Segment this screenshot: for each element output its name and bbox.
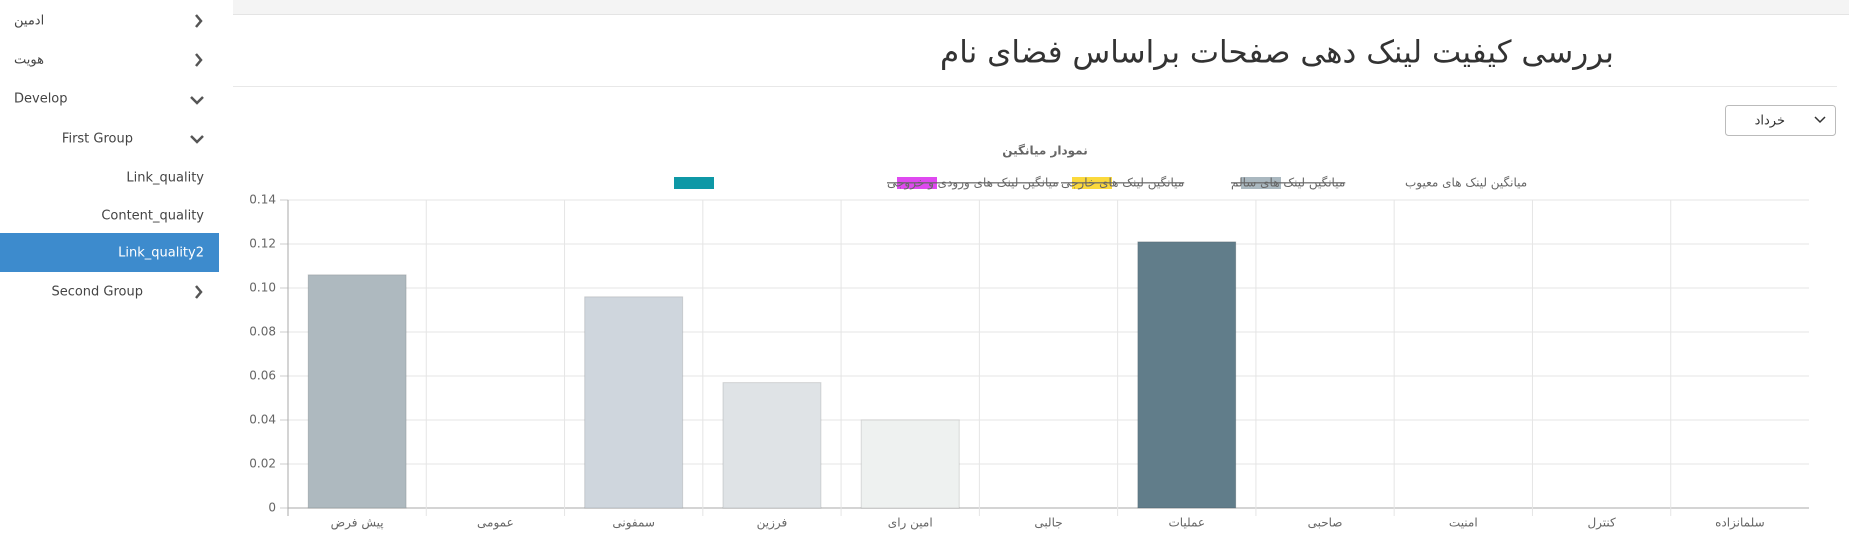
sidebar-item[interactable]: Content_quality: [101, 209, 204, 224]
x-tick-label: جالبی: [1034, 516, 1062, 530]
sidebar-item[interactable]: Link_quality2: [118, 246, 204, 261]
bar: [584, 296, 684, 509]
x-tick-label: امین رای: [888, 516, 933, 531]
legend-swatch[interactable]: [1241, 177, 1281, 189]
sidebar-item[interactable]: هویت: [14, 53, 44, 68]
sidebar-item[interactable]: ادمین: [14, 14, 44, 29]
legend-swatch[interactable]: [1072, 177, 1112, 189]
x-tick-label: سلمانزاده: [1715, 516, 1765, 531]
x-tick-label: پیش فرض: [331, 516, 384, 531]
sidebar-item[interactable]: Develop: [14, 92, 68, 107]
page-title: بررسی کیفیت لینک دهی صفحات براساس فضای ن…: [940, 35, 1614, 71]
chevron: [195, 285, 203, 299]
y-tick-label: 0.04: [249, 413, 276, 427]
x-tick-label: کنترل: [1587, 516, 1616, 531]
bar: [860, 419, 960, 509]
bar: [722, 382, 822, 509]
select-arrow: [1814, 116, 1826, 124]
y-tick-label: 0.08: [249, 325, 276, 339]
x-tick-label: سمفونی: [612, 516, 655, 531]
chart-title: نمودار میانگین: [1002, 144, 1087, 159]
legend-label[interactable]: میانگین لینک های سالم: [1231, 176, 1345, 191]
sidebar-item[interactable]: Link_quality: [126, 171, 204, 186]
y-tick-label: 0: [268, 501, 276, 515]
top-bar: [233, 0, 1849, 14]
legend-label[interactable]: میانگین لینک های ورودی و خروجی: [887, 176, 1059, 191]
x-tick-label: فرزین: [757, 516, 788, 531]
x-tick-label: عمومی: [477, 516, 514, 531]
top-bar-border: [233, 14, 1849, 15]
y-tick-label: 0.06: [249, 369, 276, 383]
legend-label[interactable]: میانگین لینک های معیوب: [1405, 176, 1527, 191]
title-rule: [233, 86, 1837, 87]
select-value: خرداد: [1755, 114, 1785, 129]
chevron: [190, 96, 204, 105]
y-tick-label: 0.12: [249, 237, 276, 251]
y-tick-label: 0.02: [249, 457, 276, 471]
chevron: [195, 14, 203, 28]
bar: [1137, 241, 1237, 509]
legend-swatch[interactable]: [897, 177, 937, 189]
x-tick-label: صاحبی: [1308, 516, 1343, 530]
chevron: [190, 135, 204, 144]
active-item-bg: [0, 233, 219, 272]
y-tick-label: 0.10: [249, 281, 276, 295]
chevrons: [190, 14, 204, 299]
sidebar-item[interactable]: First Group: [62, 132, 133, 147]
legend-swatch[interactable]: [674, 177, 714, 189]
legend-label[interactable]: میانگین لینک های خارجی: [1061, 176, 1184, 191]
bar: [307, 274, 407, 509]
month-select[interactable]: [1725, 105, 1836, 136]
chevron: [195, 53, 203, 67]
x-tick-label: عملیات: [1168, 516, 1205, 530]
sidebar-item[interactable]: Second Group: [51, 285, 143, 300]
y-tick-label: 0.14: [249, 193, 276, 207]
x-tick-label: امنیت: [1449, 516, 1478, 530]
